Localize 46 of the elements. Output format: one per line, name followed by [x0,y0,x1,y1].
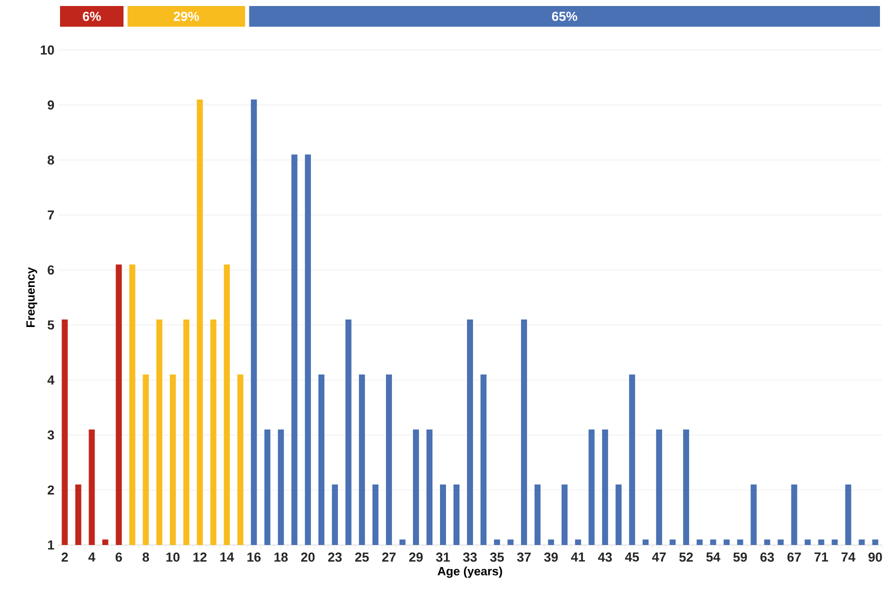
x-tick-label: 14 [220,552,234,562]
x-tick-label: 74 [842,552,856,562]
x-axis-title: Age (years) [438,566,502,578]
x-tick-label: 52 [679,552,693,562]
y-axis-title: Frequency [26,267,38,328]
x-tick-label: 20 [301,552,315,562]
x-tick-label: 8 [142,552,150,562]
y-tick-label: 10 [40,45,54,55]
x-tick-label: 31 [436,552,450,562]
y-tick-label: 4 [47,376,54,384]
x-tick-label: 4 [88,552,96,562]
y-tick-label: 3 [48,430,54,440]
x-tick-label: 67 [787,552,801,562]
x-tick-label: 23 [328,552,342,562]
text: 6% [82,12,101,21]
text: 65% [552,12,578,21]
y-tick-label: 1 [48,540,54,550]
x-tick-label: 43 [598,552,612,562]
y-tick-label: 5 [48,320,54,330]
x-tick-label: 71 [814,552,828,562]
x-tick-label: 12 [193,552,207,562]
x-tick-label: 29 [409,552,423,562]
x-tick-label: 90 [868,552,882,562]
x-tick-label: 16 [247,552,261,562]
x-tick-label: 37 [517,552,531,562]
y-tick-label: 2 [48,485,54,495]
y-tick-label: 9 [48,100,54,110]
x-tick-label: 47 [652,552,666,562]
x-tick-label: 2 [62,552,68,562]
x-tick-label: 35 [490,552,504,562]
x-tick-label: 18 [274,552,288,562]
x-tick-label: 41 [571,552,585,562]
x-tick-label: 54 [706,552,720,562]
text: 29% [174,12,199,21]
y-tick-label: 7 [48,210,54,220]
x-tick-label: 33 [463,552,477,562]
x-tick-label: 59 [733,552,747,562]
x-tick-label: 6 [116,552,122,562]
x-tick-label: 25 [355,552,369,562]
x-tick-label: 63 [760,552,774,562]
y-tick-label: 6 [48,265,54,275]
x-tick-label: 45 [625,552,639,562]
y-tick-label: 8 [48,155,54,165]
x-tick-label: 27 [382,552,396,562]
x-tick-label: 10 [166,552,180,562]
x-tick-label: 39 [544,552,558,562]
